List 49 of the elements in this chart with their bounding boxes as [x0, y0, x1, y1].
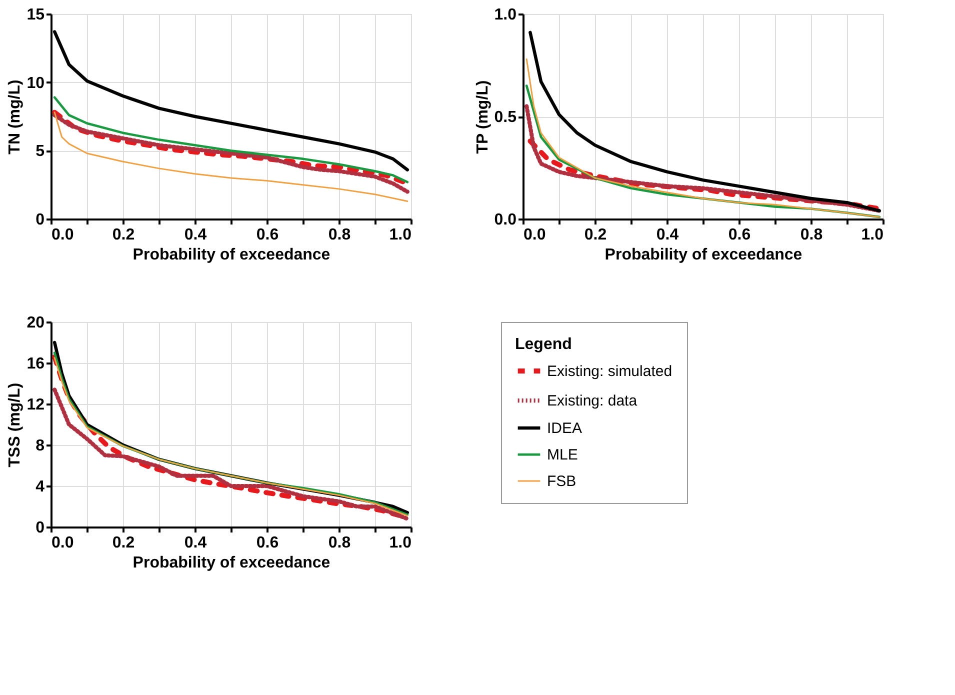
x-tick-label: 1.0: [861, 226, 884, 244]
y-tick-label: 0: [36, 212, 45, 228]
x-tick-label: 0.4: [184, 226, 207, 244]
y-tick-label: 20: [26, 314, 45, 332]
legend-label: Existing: simulated: [547, 363, 672, 380]
y-tick-label: 4: [36, 478, 45, 496]
y-tick-label: 16: [26, 356, 45, 372]
x-axis-title: Probability of exceedance: [132, 554, 330, 572]
y-tick-label: 1.0: [494, 6, 517, 24]
x-tick-label: 0.0: [52, 226, 74, 244]
y-tick-label: 0.0: [494, 212, 517, 228]
x-tick-label: 0.0: [52, 534, 74, 552]
x-tick-label: 0.2: [112, 534, 135, 552]
legend-title: Legend: [515, 336, 572, 353]
y-tick-label: 10: [26, 74, 45, 92]
legend-label: MLE: [547, 446, 578, 464]
x-tick-label: 0.6: [256, 534, 279, 552]
line-series: [524, 104, 882, 213]
y-tick-label: 0: [36, 520, 45, 536]
line-series: [526, 58, 880, 218]
x-tick-label: 0.6: [256, 226, 279, 244]
y-tick-label: 0.5: [494, 109, 517, 126]
y-tick-label: 15: [26, 6, 45, 24]
y-tick-label: 5: [36, 143, 45, 160]
x-tick-label: 0.0: [524, 226, 546, 244]
x-tick-label: 1.0: [389, 534, 412, 552]
x-tick-label: 1.0: [389, 226, 412, 244]
y-axis-title: TSS (mg/L): [6, 382, 24, 468]
legend-label: IDEA: [547, 420, 582, 437]
x-tick-label: 0.8: [328, 534, 351, 552]
y-axis-title: TP (mg/L): [474, 80, 492, 154]
x-tick-label: 0.8: [800, 226, 823, 244]
legend-label: Existing: data: [547, 392, 638, 410]
x-tick-label: 0.2: [112, 226, 135, 244]
line-series: [53, 96, 409, 184]
x-axis-title: Probability of exceedance: [604, 246, 802, 264]
line-series: [528, 30, 882, 212]
x-tick-label: 0.8: [328, 226, 351, 244]
x-axis-title: Probability of exceedance: [132, 246, 330, 264]
line-series: [525, 84, 881, 218]
y-axis-title: TN (mg/L): [6, 80, 24, 154]
legend-label: FSB: [547, 473, 576, 490]
x-tick-label: 0.2: [584, 226, 607, 244]
x-tick-label: 0.4: [656, 226, 679, 244]
x-tick-label: 0.6: [728, 226, 751, 244]
y-tick-label: 12: [26, 396, 45, 414]
line-series: [52, 388, 410, 521]
x-tick-label: 0.4: [184, 534, 207, 552]
y-tick-label: 8: [36, 438, 45, 454]
